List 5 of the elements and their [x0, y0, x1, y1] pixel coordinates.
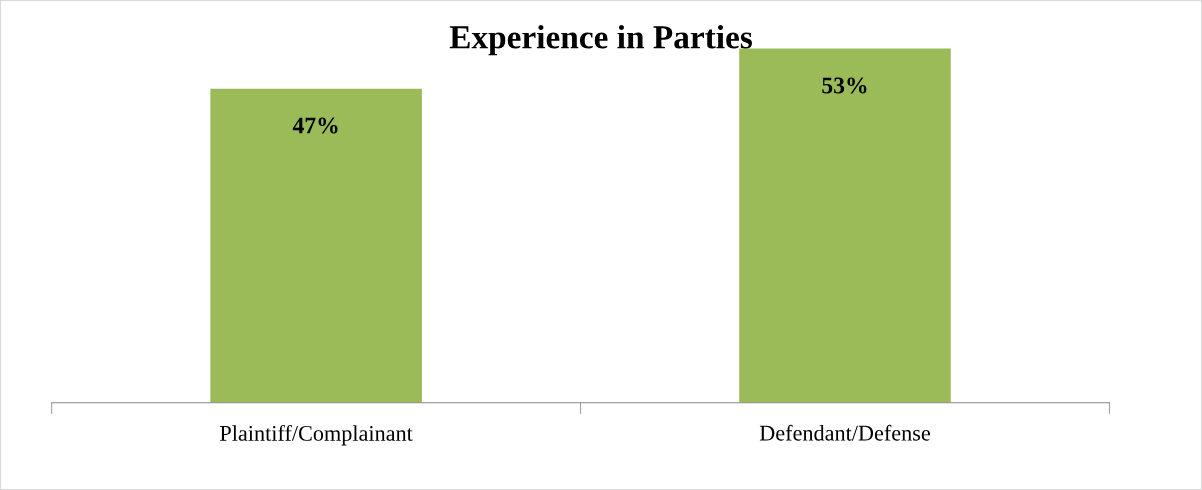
- data-label: 53%: [822, 77, 867, 94]
- x-tick-label: Plaintiff/Complainant: [220, 425, 413, 446]
- data-label: 47%: [292, 117, 338, 134]
- x-tick-label: Defendant/Defense: [759, 424, 930, 441]
- chart-title: Experience in Parties: [449, 25, 752, 56]
